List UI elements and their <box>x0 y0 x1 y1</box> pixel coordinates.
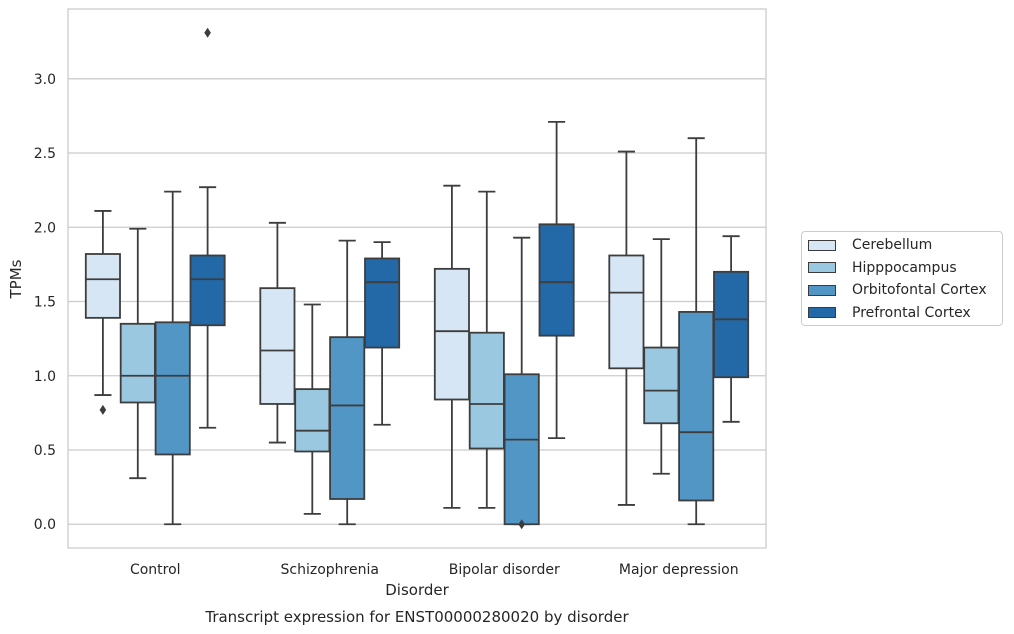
box-body <box>154 321 191 456</box>
legend-item-1: Hipppocampus <box>808 259 957 277</box>
box-body <box>503 373 540 526</box>
legend-item-0: Cerebellum <box>808 236 932 254</box>
x-axis-ticks: Control Schizophrenia Bipolar disorder Majo… <box>130 562 739 578</box>
legend-item-2: Orbitofontal Cortex <box>808 281 987 299</box>
legend-label: Orbitofontal Cortex <box>852 282 987 298</box>
legend-label: Cerebellum <box>852 237 933 253</box>
y-tick-label-1: 0.5 <box>34 443 56 459</box>
y-axis-ticks: 0.0 0.5 1.0 1.5 2.0 2.5 3.0 <box>34 72 56 533</box>
box-1-2 <box>468 190 505 509</box>
outlier-0 <box>518 519 525 530</box>
x-tick-label-0: Control <box>130 562 181 578</box>
box-1-3 <box>643 238 680 475</box>
box-3-0 <box>189 27 226 429</box>
outlier-0 <box>99 404 107 415</box>
outlier-0 <box>204 27 211 38</box>
box-3-2 <box>538 120 575 440</box>
box-3-3 <box>713 235 750 423</box>
box-body <box>678 311 715 502</box>
y-tick-label-5: 2.5 <box>34 146 56 162</box>
box-body <box>119 322 156 404</box>
box-1-1 <box>294 303 331 515</box>
y-tick-label-3: 1.5 <box>34 295 56 311</box>
legend-item-3: Prefrontal Cortex <box>808 304 971 322</box>
legend-swatch <box>808 284 836 296</box>
box-1-0 <box>119 227 156 480</box>
box-body <box>329 336 366 500</box>
legend-swatch <box>808 307 836 318</box>
box-groups <box>84 27 750 530</box>
x-tick-label-3: Major depression <box>619 562 739 578</box>
box-body <box>538 223 575 337</box>
x-tick-label-2: Bipolar disorder <box>449 562 560 578</box>
box-body <box>364 257 401 349</box>
box-2-2 <box>503 236 540 530</box>
box-body <box>84 253 121 319</box>
box-body <box>433 267 470 401</box>
legend: Cerebellum Hipppocampus Orbitofontal Corte… <box>801 231 1003 326</box>
y-tick-label-6: 3.0 <box>34 72 56 88</box>
box-0-3 <box>608 150 645 506</box>
box-body <box>608 254 645 370</box>
plot-area <box>67 8 767 549</box>
box-body <box>643 346 680 425</box>
legend-swatch <box>808 239 836 251</box>
box-body <box>294 388 331 453</box>
x-axis-title: Disorder <box>385 581 449 599</box>
legend-swatch <box>808 262 836 273</box>
y-tick-label-0: 0.0 <box>34 517 56 533</box>
box-0-2 <box>433 184 470 509</box>
chart-caption: Transcript expression for ENST0000028002… <box>204 608 629 626</box>
box-3-1 <box>364 241 401 426</box>
y-axis-title: TPMs <box>7 259 25 299</box>
box-body <box>468 331 505 450</box>
box-body <box>189 254 226 327</box>
box-0-1 <box>259 221 296 444</box>
x-tick-label-1: Schizophrenia <box>281 562 379 578</box>
box-body <box>259 287 296 405</box>
box-0-0 <box>84 210 121 415</box>
box-2-1 <box>329 239 366 526</box>
legend-label: Hipppocampus <box>852 259 957 276</box>
legend-label: Prefrontal Cortex <box>852 304 971 321</box>
box-2-0 <box>154 190 191 526</box>
y-tick-label-4: 2.0 <box>34 220 56 236</box>
box-2-3 <box>678 137 715 526</box>
y-tick-label-2: 1.0 <box>34 369 56 385</box>
box-body <box>713 270 750 379</box>
